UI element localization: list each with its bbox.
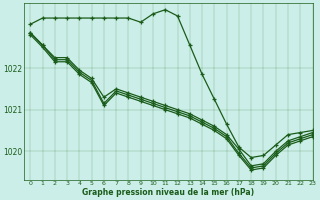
X-axis label: Graphe pression niveau de la mer (hPa): Graphe pression niveau de la mer (hPa) [82, 188, 254, 197]
